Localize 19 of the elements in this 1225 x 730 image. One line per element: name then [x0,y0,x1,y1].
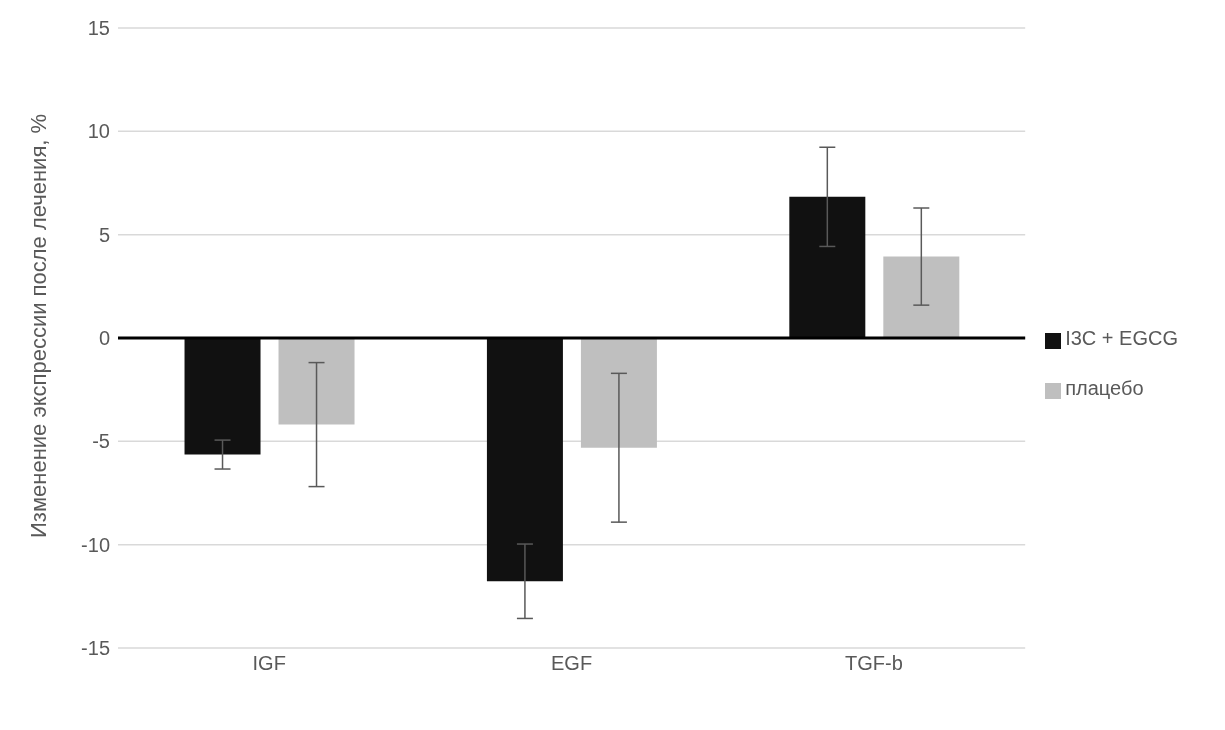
y-tick-label: 0 [98,327,110,350]
bar [278,338,355,425]
y-axis-title: Изменение экспрессии после лечения, % [25,113,51,538]
y-tick-label: -10 [81,533,110,556]
y-tick-label: -5 [92,430,110,453]
legend-label: плацебо [1065,377,1144,399]
bar [789,196,866,338]
y-tick-label: 10 [87,120,110,143]
y-tick-label: -15 [81,637,110,660]
bar [486,338,563,582]
y-tick-label: 5 [98,223,110,246]
y-tick-label: 15 [87,17,110,40]
bar [883,256,960,338]
bar [580,338,657,448]
legend-label: I3C + EGCG [1065,327,1178,349]
bar [184,338,261,455]
x-tick-label: EGF [551,652,593,675]
x-tick-label: IGF [252,652,286,675]
x-tick-label: TGF-b [845,652,903,675]
